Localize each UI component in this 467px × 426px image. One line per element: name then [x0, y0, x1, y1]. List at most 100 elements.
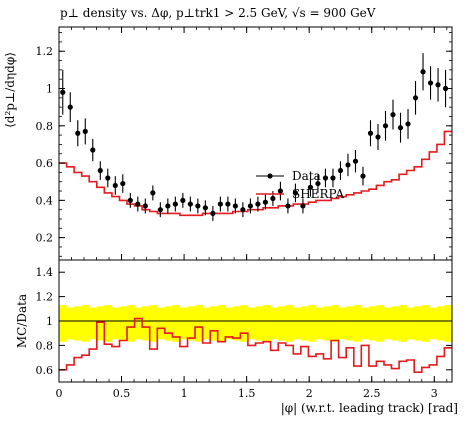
data-point — [285, 203, 291, 209]
main-y-tick-label: 0.8 — [36, 120, 54, 133]
band-segment — [74, 306, 82, 341]
band-segment — [285, 305, 294, 342]
data-point — [240, 207, 246, 213]
ratio-axis-ticks: 0 0.5 1 1.5 2 2.5 3 0.6 0.8 1 1.2 1.4 — [36, 266, 452, 400]
band-segment — [376, 305, 385, 342]
ratio-y-axis-label: MC/Data — [15, 294, 29, 348]
band-segment — [210, 306, 219, 341]
main-y-tick-label: 0.4 — [36, 194, 54, 207]
band-segment — [111, 307, 120, 340]
mc-main-layer — [59, 130, 452, 217]
data-point — [67, 104, 73, 110]
legend-data-marker — [267, 173, 273, 179]
band-segment — [399, 305, 407, 342]
data-point — [165, 203, 171, 209]
ratio-x-tick-label: 2.5 — [363, 387, 381, 400]
data-point — [82, 128, 88, 134]
band-segment — [172, 305, 181, 342]
data-point — [270, 195, 276, 202]
band-segment — [255, 306, 264, 341]
band-segment — [361, 307, 370, 340]
band-segment — [293, 307, 302, 340]
x-axis-label: |φ| (w.r.t. leading track) [rad] — [281, 401, 458, 415]
band-segment — [240, 305, 249, 342]
band-segment — [436, 306, 445, 341]
data-point — [397, 125, 404, 131]
data-point — [202, 205, 208, 211]
data-point — [315, 180, 321, 187]
band-segment — [157, 307, 166, 340]
band-segment — [149, 305, 158, 342]
chart-title: p⊥ density vs. Δφ, p⊥trk1 > 2.5 GeV, √s … — [60, 6, 376, 20]
band-segment — [263, 305, 271, 342]
ratio-panel: 0 0.5 1 1.5 2 2.5 3 0.6 0.8 1 1.2 1.4 MC/Data |φ| (… — [15, 259, 458, 415]
band-segment — [353, 305, 362, 342]
data-point — [330, 175, 336, 181]
data-point — [75, 130, 81, 136]
band-segment — [421, 305, 430, 342]
ratio-y-tick-label: 1.2 — [36, 291, 54, 304]
data-point — [247, 203, 253, 209]
data-point — [210, 210, 216, 216]
band-segment — [444, 305, 453, 342]
band-segment — [127, 305, 135, 342]
band-segment — [89, 307, 98, 340]
mc-ratio-layer — [59, 317, 452, 373]
main-panel: 0.2 0.4 0.6 0.8 1 1.2 Data SHERPA ⟨d²p⊥/dηdφ⟩ — [3, 26, 453, 261]
band-segment — [300, 306, 309, 341]
ratio-y-tick-label: 0.6 — [36, 364, 54, 377]
band-segment — [142, 306, 150, 341]
band-segment — [134, 307, 143, 340]
data-point — [112, 182, 118, 189]
data-point — [172, 201, 178, 207]
band-segment — [59, 305, 67, 342]
band-segment — [391, 306, 400, 341]
band-segment — [429, 307, 438, 340]
data-point — [435, 82, 441, 88]
mc-ratio-line — [59, 317, 452, 373]
data-point — [292, 190, 299, 196]
data-point — [277, 188, 284, 194]
data-point — [255, 201, 261, 207]
legend-data-label: Data — [292, 169, 321, 183]
band-segment — [202, 307, 211, 340]
band-segment — [278, 306, 287, 341]
band-segment — [308, 305, 317, 342]
data-point — [195, 203, 201, 209]
main-y-axis-label: ⟨d²p⊥/dηdφ⟩ — [3, 52, 17, 128]
data-point — [60, 89, 66, 95]
band-segment — [247, 307, 256, 340]
data-point — [322, 175, 329, 181]
data-point — [360, 173, 366, 179]
main-y-tick-label: 1.2 — [36, 45, 54, 58]
data-point — [187, 201, 193, 207]
band-segment — [179, 307, 188, 340]
band-segment — [66, 307, 75, 340]
data-point — [382, 123, 389, 129]
data-points-layer — [60, 53, 449, 221]
ratio-y-tick-label: 1 — [46, 315, 53, 328]
data-point — [420, 69, 426, 75]
band-segment — [315, 307, 324, 340]
main-y-tick-label: 0.6 — [36, 157, 54, 170]
data-uncertainty-band — [59, 305, 453, 342]
ratio-x-tick-label: 3 — [431, 387, 438, 400]
data-point — [442, 85, 449, 92]
ratio-x-tick-label: 1.5 — [238, 387, 256, 400]
data-point — [97, 167, 103, 174]
data-point — [375, 134, 381, 140]
legend: Data SHERPA — [256, 169, 344, 201]
band-segment — [383, 307, 392, 340]
band-segment — [323, 306, 332, 341]
data-point — [180, 197, 186, 203]
data-point — [127, 197, 133, 203]
data-point — [150, 190, 156, 196]
band-segment — [217, 305, 226, 342]
data-point — [345, 162, 351, 168]
band-segment — [414, 306, 423, 341]
band-segment — [331, 305, 339, 342]
band-segment — [119, 306, 128, 341]
main-y-tick-label: 1 — [46, 83, 53, 96]
main-y-tick-label: 0.2 — [36, 232, 54, 245]
